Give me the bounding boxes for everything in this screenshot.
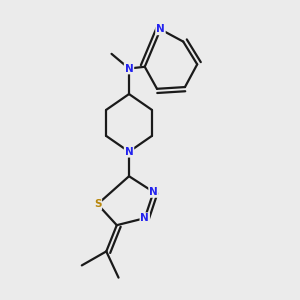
Text: N: N — [156, 24, 165, 34]
Text: N: N — [140, 213, 149, 223]
Text: N: N — [124, 147, 134, 157]
Text: N: N — [149, 187, 158, 197]
Text: S: S — [94, 199, 101, 209]
Text: N: N — [124, 64, 134, 74]
